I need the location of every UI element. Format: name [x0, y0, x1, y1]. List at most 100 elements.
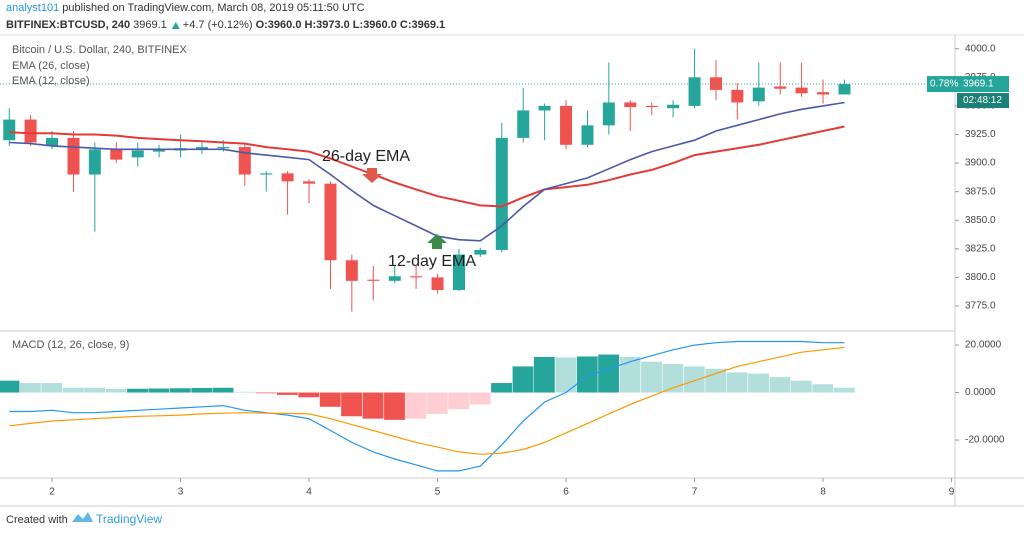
x-tick-label: 9 — [949, 487, 955, 498]
candle-body — [774, 86, 787, 89]
x-tick-label: 7 — [692, 487, 698, 498]
y-tick-label: 3825.0 — [965, 243, 996, 254]
price-tag-label: 3969.1 — [963, 79, 994, 90]
y-tick-label: 3850.0 — [965, 215, 996, 226]
ema-line — [9, 101, 845, 242]
legend-entry: EMA (26, close) — [12, 60, 90, 72]
histogram-bar — [598, 354, 619, 393]
candle-body — [581, 125, 594, 145]
candle-body — [281, 173, 294, 182]
candle-body — [131, 150, 144, 158]
candle-body — [752, 87, 765, 102]
candle-body — [410, 276, 423, 278]
candle-body — [817, 92, 830, 95]
histogram-bar — [19, 383, 41, 393]
candle-body — [238, 147, 251, 175]
histogram-bar — [726, 372, 748, 393]
histogram-bar — [790, 380, 812, 393]
percent-tag — [927, 76, 957, 93]
candle-body — [324, 183, 337, 261]
candle-body — [688, 77, 701, 106]
candle-body — [24, 119, 37, 143]
countdown-tag — [957, 93, 1009, 109]
header-line: analyst101 published on TradingView.com,… — [6, 2, 365, 14]
histogram-bar — [212, 387, 234, 393]
y-tick-label: 3800.0 — [965, 272, 996, 283]
y-tick-label: 4000.0 — [965, 43, 996, 54]
histogram-bar — [62, 387, 84, 393]
candle-body — [153, 149, 166, 152]
y-tick-label: 3775.0 — [965, 301, 996, 312]
histogram-bar — [426, 392, 448, 414]
histogram-bar — [748, 373, 769, 393]
candle-body — [709, 77, 722, 90]
histogram-bar — [491, 383, 512, 393]
annotation: 26-day EMA — [322, 148, 410, 165]
y-tick-label: 3900.0 — [965, 158, 996, 169]
candle-body — [495, 137, 508, 250]
histogram-bar — [555, 357, 577, 393]
macd-line — [9, 346, 845, 455]
arrow-up — [427, 234, 447, 249]
histogram-bar — [169, 388, 191, 393]
candle-body — [538, 105, 551, 111]
up-triangle — [171, 22, 180, 29]
candle-body — [517, 110, 530, 138]
y-tick-label: 0.0000 — [965, 387, 996, 398]
published: published on TradingView.com, March 08, … — [62, 2, 364, 14]
candle-body — [474, 249, 487, 255]
candle-body — [217, 147, 230, 149]
histogram-bar — [619, 356, 641, 393]
candle-body — [731, 89, 744, 103]
histogram-bar — [191, 388, 213, 393]
candle-body — [67, 137, 80, 175]
publisher[interactable]: analyst101 — [6, 2, 59, 14]
chart-title: Bitcoin / U.S. Dollar, 240, BITFINEX — [12, 44, 188, 56]
annotation: 12-day EMA — [388, 253, 476, 270]
histogram-bar — [298, 392, 320, 398]
candle-body — [303, 181, 316, 184]
candle-body — [88, 149, 101, 175]
candle-body — [260, 173, 273, 175]
histogram-bar — [105, 388, 127, 393]
candle-body — [46, 137, 59, 146]
symbol: BITFINEX:BTCUSD, 240 — [6, 19, 130, 31]
histogram-bar — [0, 380, 20, 393]
histogram-bar — [448, 392, 470, 410]
candle-body — [110, 149, 123, 160]
candle-body — [560, 105, 573, 145]
histogram-bar — [705, 368, 727, 393]
footer-text: Created with — [6, 514, 68, 526]
symbol-line: BITFINEX:BTCUSD, 240 3969.1 — [6, 19, 167, 31]
candle-body — [388, 276, 401, 281]
histogram-bar — [384, 392, 405, 420]
legend-entry: EMA (12, close) — [12, 75, 90, 87]
candle-body — [367, 279, 380, 281]
x-tick-label: 3 — [178, 487, 184, 498]
histogram-bar — [341, 392, 362, 417]
x-tick-label: 2 — [49, 487, 55, 498]
tradingview-logo — [72, 512, 93, 522]
candle-body — [452, 254, 465, 290]
plot-layer: 3775.03800.03825.03850.03875.03900.03925… — [0, 43, 1009, 498]
x-tick-label: 4 — [306, 487, 312, 498]
macd-title: MACD (12, 26, close, 9) — [12, 339, 129, 351]
footer-brand[interactable]: TradingView — [96, 512, 162, 526]
histogram-bar — [683, 366, 705, 393]
y-tick-label: 3925.0 — [965, 129, 996, 140]
histogram-bar — [276, 392, 298, 395]
histogram-bar — [255, 392, 277, 394]
candle-body — [667, 104, 680, 109]
histogram-bar — [576, 356, 598, 393]
candle-body — [3, 119, 16, 141]
last-price: 3969.1 — [133, 19, 167, 31]
macd-line — [9, 340, 845, 472]
y-tick-label: -20.0000 — [965, 435, 1005, 446]
candle-body — [345, 260, 358, 281]
price-tag — [957, 76, 1009, 93]
candle-body — [195, 147, 208, 150]
histogram-bar — [234, 391, 255, 393]
histogram-bar — [41, 383, 63, 393]
candle-body — [602, 102, 615, 126]
